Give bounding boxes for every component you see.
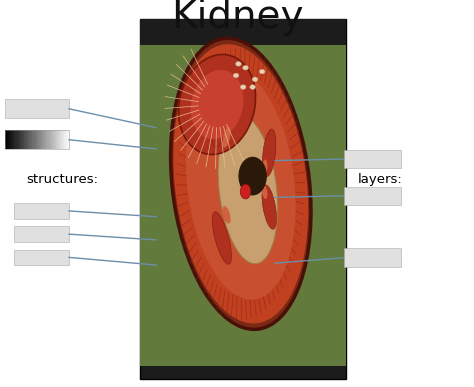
- FancyBboxPatch shape: [140, 19, 346, 379]
- Circle shape: [250, 85, 255, 89]
- Ellipse shape: [262, 159, 267, 177]
- Text: structures:: structures:: [26, 173, 98, 187]
- Ellipse shape: [238, 157, 267, 195]
- FancyBboxPatch shape: [49, 130, 52, 149]
- FancyBboxPatch shape: [56, 130, 58, 149]
- FancyBboxPatch shape: [140, 19, 346, 45]
- FancyBboxPatch shape: [5, 99, 69, 118]
- FancyBboxPatch shape: [5, 130, 7, 149]
- FancyBboxPatch shape: [18, 130, 20, 149]
- FancyBboxPatch shape: [32, 130, 35, 149]
- Circle shape: [252, 77, 258, 82]
- Ellipse shape: [262, 184, 267, 199]
- FancyBboxPatch shape: [58, 130, 60, 149]
- FancyBboxPatch shape: [13, 130, 15, 149]
- Ellipse shape: [179, 55, 255, 154]
- FancyBboxPatch shape: [14, 226, 69, 242]
- FancyBboxPatch shape: [344, 187, 401, 205]
- FancyBboxPatch shape: [60, 130, 63, 149]
- Ellipse shape: [186, 68, 296, 300]
- Circle shape: [243, 65, 248, 70]
- FancyBboxPatch shape: [11, 130, 13, 149]
- FancyBboxPatch shape: [30, 130, 32, 149]
- FancyBboxPatch shape: [140, 45, 346, 366]
- FancyBboxPatch shape: [26, 130, 28, 149]
- Ellipse shape: [262, 185, 276, 229]
- FancyBboxPatch shape: [15, 130, 18, 149]
- Ellipse shape: [222, 206, 231, 224]
- FancyBboxPatch shape: [54, 130, 56, 149]
- Ellipse shape: [240, 184, 251, 199]
- Ellipse shape: [173, 44, 308, 324]
- FancyBboxPatch shape: [52, 130, 54, 149]
- Ellipse shape: [222, 127, 231, 148]
- Ellipse shape: [212, 212, 231, 264]
- Ellipse shape: [263, 129, 276, 176]
- FancyBboxPatch shape: [47, 130, 49, 149]
- Ellipse shape: [212, 89, 232, 147]
- FancyBboxPatch shape: [28, 130, 30, 149]
- FancyBboxPatch shape: [39, 130, 41, 149]
- Ellipse shape: [218, 115, 278, 264]
- Circle shape: [236, 62, 241, 66]
- FancyBboxPatch shape: [22, 130, 24, 149]
- Circle shape: [240, 85, 246, 89]
- FancyBboxPatch shape: [41, 130, 43, 149]
- Circle shape: [259, 69, 265, 74]
- FancyBboxPatch shape: [63, 130, 64, 149]
- FancyBboxPatch shape: [24, 130, 26, 149]
- FancyBboxPatch shape: [46, 130, 47, 149]
- FancyBboxPatch shape: [66, 130, 69, 149]
- FancyBboxPatch shape: [7, 130, 9, 149]
- FancyBboxPatch shape: [19, 130, 22, 149]
- FancyBboxPatch shape: [344, 150, 401, 168]
- Ellipse shape: [191, 70, 244, 139]
- Text: layers:: layers:: [358, 173, 402, 187]
- Text: Kidney: Kidney: [171, 0, 303, 36]
- FancyBboxPatch shape: [36, 130, 39, 149]
- FancyBboxPatch shape: [14, 203, 69, 219]
- FancyBboxPatch shape: [344, 248, 401, 267]
- Circle shape: [233, 73, 239, 78]
- FancyBboxPatch shape: [64, 130, 66, 149]
- FancyBboxPatch shape: [43, 130, 46, 149]
- FancyBboxPatch shape: [35, 130, 36, 149]
- FancyBboxPatch shape: [9, 130, 11, 149]
- Ellipse shape: [171, 38, 311, 329]
- FancyBboxPatch shape: [14, 250, 69, 265]
